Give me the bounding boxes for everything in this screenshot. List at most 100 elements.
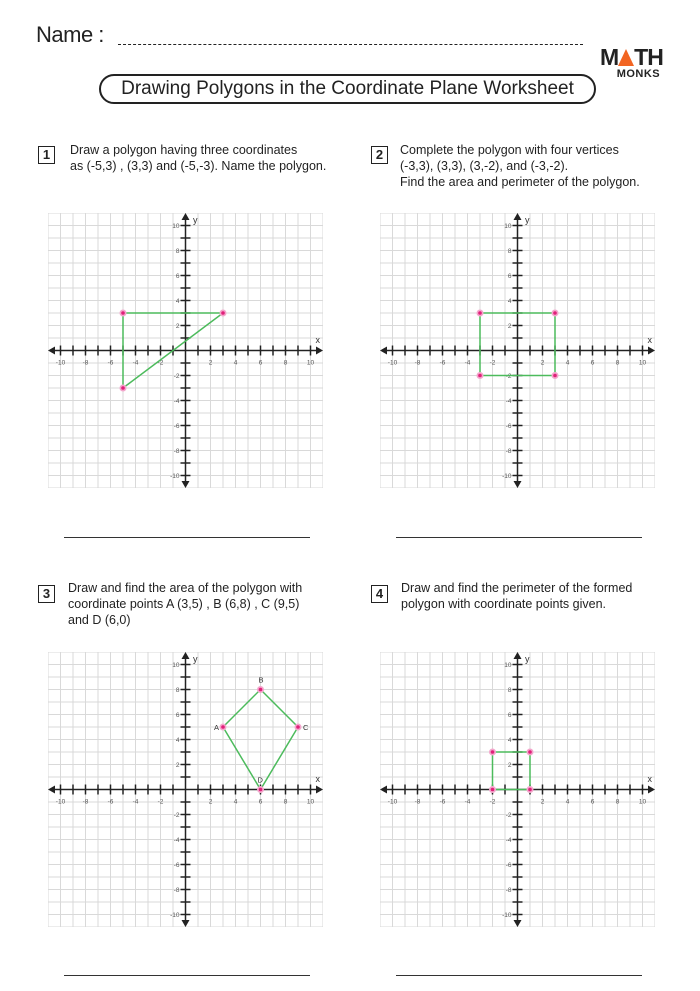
y-tick-label: -8 bbox=[506, 448, 512, 455]
problem-text: as (-5,3) , (3,3) and (-5,-3). Name the … bbox=[70, 159, 327, 173]
math-monks-logo: M TH MONKS bbox=[600, 44, 664, 80]
x-axis-label: x bbox=[648, 335, 653, 345]
problem-text: and D (6,0) bbox=[68, 613, 131, 627]
x-tick-label: 4 bbox=[566, 360, 570, 367]
y-tick-label: -6 bbox=[506, 862, 512, 869]
x-axis-label: x bbox=[648, 774, 653, 784]
answer-line[interactable] bbox=[64, 537, 310, 538]
x-axis-label: x bbox=[316, 774, 321, 784]
y-tick-label: 6 bbox=[176, 712, 180, 719]
x-tick-label: 6 bbox=[591, 799, 595, 806]
y-tick-label: 10 bbox=[504, 223, 512, 230]
y-axis-label: y bbox=[525, 215, 530, 225]
x-tick-label: 8 bbox=[616, 799, 620, 806]
coordinate-plane: -10 -10 -8 -8 -6 -6 -4 -4 -2 -2 2 2 4 4 6 6 8 8 10 10 x y bbox=[48, 213, 323, 488]
x-tick-label: -6 bbox=[440, 799, 446, 806]
problem-number: 4 bbox=[371, 585, 388, 603]
answer-line[interactable] bbox=[396, 537, 642, 538]
x-tick-label: 6 bbox=[591, 360, 595, 367]
y-tick-label: 2 bbox=[176, 762, 180, 769]
problem-number: 1 bbox=[38, 146, 55, 164]
x-tick-label: -8 bbox=[83, 360, 89, 367]
vertex-point bbox=[478, 373, 482, 378]
y-tick-label: -8 bbox=[174, 448, 180, 455]
vertex-point bbox=[121, 386, 125, 390]
name-label: Name : bbox=[36, 22, 104, 47]
y-tick-label: -2 bbox=[506, 373, 512, 380]
y-tick-label: 10 bbox=[172, 662, 180, 669]
answer-line[interactable] bbox=[396, 975, 642, 976]
name-field[interactable] bbox=[118, 44, 583, 45]
problem-text: Find the area and perimeter of the polyg… bbox=[400, 175, 640, 189]
vertex-label: D bbox=[258, 776, 264, 785]
y-tick-label: -2 bbox=[506, 812, 512, 819]
y-tick-label: 8 bbox=[176, 687, 180, 694]
y-tick-label: 4 bbox=[176, 737, 180, 744]
y-tick-label: -4 bbox=[506, 837, 512, 844]
x-tick-label: -6 bbox=[108, 360, 114, 367]
x-tick-label: -4 bbox=[465, 360, 471, 367]
y-tick-label: 10 bbox=[504, 662, 512, 669]
problem-text: Draw a polygon having three coordinates bbox=[70, 143, 298, 157]
coordinate-plane: -10 -10 -8 -8 -6 -6 -4 -4 -2 -2 2 2 4 4 6 6 8 8 10 10 x y A B C D bbox=[48, 652, 323, 927]
y-tick-label: -4 bbox=[506, 398, 512, 405]
y-tick-label: -10 bbox=[502, 912, 512, 919]
y-tick-label: -4 bbox=[174, 837, 180, 844]
y-tick-label: -4 bbox=[174, 398, 180, 405]
y-tick-label: -6 bbox=[174, 862, 180, 869]
vertex-point bbox=[221, 311, 225, 315]
vertex-point bbox=[490, 750, 495, 754]
x-tick-label: -2 bbox=[490, 799, 496, 806]
x-tick-label: 4 bbox=[566, 799, 570, 806]
y-tick-label: 6 bbox=[508, 273, 512, 280]
x-tick-label: 2 bbox=[209, 360, 213, 367]
problem-number: 2 bbox=[371, 146, 388, 164]
vertex-point bbox=[296, 725, 300, 729]
coordinate-plane: -10 -10 -8 -8 -6 -6 -4 -4 -2 -2 2 2 4 4 6 6 8 8 10 10 x y bbox=[380, 652, 655, 927]
x-tick-label: -10 bbox=[56, 799, 66, 806]
vertex-point bbox=[553, 311, 557, 315]
polygon bbox=[122, 312, 226, 390]
problem-text: Draw and find the perimeter of the forme… bbox=[401, 581, 633, 595]
y-axis-label: y bbox=[525, 654, 530, 664]
x-tick-label: 2 bbox=[541, 360, 545, 367]
x-tick-label: -10 bbox=[56, 360, 66, 367]
answer-line[interactable] bbox=[64, 975, 310, 976]
y-tick-label: 6 bbox=[508, 712, 512, 719]
vertex-point bbox=[258, 787, 263, 792]
vertex-point bbox=[553, 373, 557, 378]
x-axis-label: x bbox=[316, 335, 321, 345]
vertex-point bbox=[121, 311, 125, 315]
y-axis-label: y bbox=[193, 654, 198, 664]
x-tick-label: 10 bbox=[307, 360, 315, 367]
x-tick-label: -2 bbox=[158, 799, 164, 806]
y-tick-label: 10 bbox=[172, 223, 180, 230]
x-tick-label: -8 bbox=[83, 799, 89, 806]
y-tick-label: 8 bbox=[508, 687, 512, 694]
x-tick-label: -8 bbox=[415, 799, 421, 806]
x-tick-label: 10 bbox=[639, 360, 647, 367]
x-tick-label: 2 bbox=[209, 799, 213, 806]
x-tick-label: 4 bbox=[234, 360, 238, 367]
vertex-point bbox=[258, 687, 263, 692]
y-tick-label: -6 bbox=[174, 423, 180, 430]
x-tick-label: -10 bbox=[388, 360, 398, 367]
y-tick-label: -6 bbox=[506, 423, 512, 430]
y-tick-label: -8 bbox=[506, 887, 512, 894]
problem-text: Complete the polygon with four vertices bbox=[400, 143, 619, 157]
problem-text: (-3,3), (3,3), (3,-2), and (-3,-2). bbox=[400, 159, 569, 173]
x-tick-label: 8 bbox=[616, 360, 620, 367]
x-tick-label: -2 bbox=[490, 360, 496, 367]
vertex-label: A bbox=[214, 723, 219, 732]
y-tick-label: -10 bbox=[502, 473, 512, 480]
vertex-point bbox=[528, 750, 532, 754]
triangle-icon bbox=[618, 49, 635, 66]
vertex-point bbox=[221, 725, 225, 729]
y-tick-label: 4 bbox=[508, 737, 512, 744]
y-tick-label: -2 bbox=[174, 812, 180, 819]
y-tick-label: -2 bbox=[174, 373, 180, 380]
y-tick-label: 8 bbox=[176, 248, 180, 255]
y-tick-label: 4 bbox=[176, 298, 180, 305]
y-tick-label: 6 bbox=[176, 273, 180, 280]
x-tick-label: 2 bbox=[541, 799, 545, 806]
